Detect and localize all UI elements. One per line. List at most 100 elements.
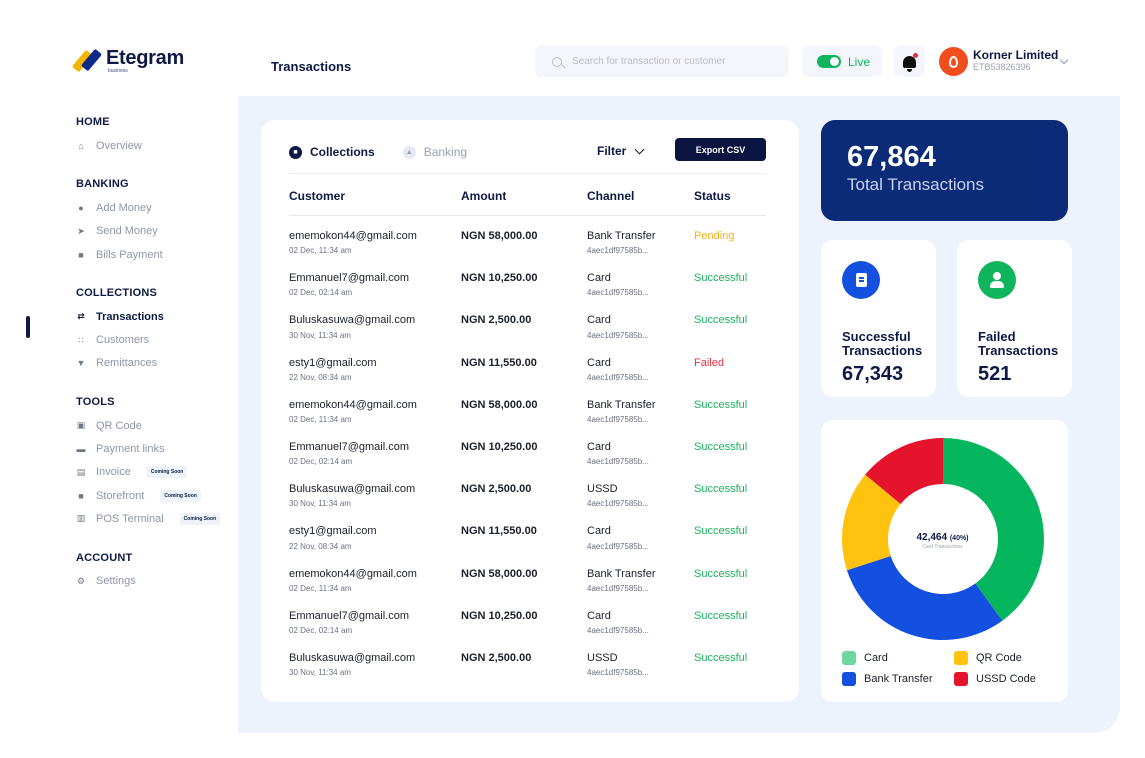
channel-cell: Card 4aec1df97585b... — [587, 314, 649, 339]
legend-label: USSD Code — [976, 673, 1036, 685]
channel-name: Card — [587, 440, 611, 453]
legend-swatch — [954, 651, 968, 665]
legend-item-bank-transfer[interactable]: Bank Transfer — [842, 672, 932, 686]
search-input[interactable]: Search for transaction or customer — [535, 46, 789, 77]
status-badge: Successful — [694, 314, 748, 327]
customer-cell: esty1@gmail.com 22 Nov, 08:34 am — [289, 525, 377, 550]
live-mode-toggle[interactable]: Live — [802, 46, 882, 77]
failed-transactions-label: Failed Transactions — [978, 329, 1059, 359]
transaction-reference: 4aec1df97585b... — [587, 288, 649, 298]
transaction-tabs: ■ Collections ▲ Banking — [289, 145, 467, 159]
table-row[interactable]: Buluskasuwa@gmail.com 30 Nov, 11:34 am NGN… — [289, 652, 766, 694]
customer-cell: esty1@gmail.com 22 Nov, 08:34 am — [289, 357, 377, 382]
sidebar-item-qr-code[interactable]: ▣ QR Code — [76, 414, 226, 437]
table-row[interactable]: Emmanuel7@gmail.com 02 Dec, 02:14 am NGN 1… — [289, 441, 766, 483]
transaction-amount: NGN 11,550.00 — [461, 525, 537, 538]
filter-dropdown[interactable]: Filter — [597, 144, 645, 158]
transaction-date: 02 Dec, 02:14 am — [289, 457, 353, 467]
sidebar-item-label: Add Money — [96, 201, 152, 214]
account-name: Korner Limited — [973, 48, 1059, 62]
donut-slice-card[interactable] — [943, 438, 1044, 621]
customer-cell: Emmanuel7@gmail.com 02 Dec, 02:14 am — [289, 441, 409, 466]
sidebar-item-settings[interactable]: ⚙ Settings — [76, 570, 226, 593]
brand-subtitle: business — [108, 68, 128, 74]
legend-item-qr-code[interactable]: QR Code — [954, 651, 1022, 665]
donut-center-label: Card Transactions — [922, 544, 963, 550]
legend-swatch — [842, 672, 856, 686]
column-header-customer: Customer — [289, 189, 346, 203]
table-row[interactable]: ememokon44@gmail.com 02 Dec, 11:34 am NGN … — [289, 568, 766, 610]
donut-slice-qr-code[interactable] — [842, 474, 901, 571]
export-csv-button[interactable]: Export CSV — [675, 138, 766, 161]
nav-section-heading: TOOLS — [76, 396, 115, 409]
transaction-date: 22 Nov, 08:34 am — [289, 541, 352, 551]
sidebar-item-customers[interactable]: ∷ Customers — [76, 328, 226, 351]
status-badge: Pending — [694, 230, 735, 242]
home-icon: ⌂ — [78, 140, 84, 151]
sidebar-item-add-money[interactable]: ● Add Money — [76, 196, 226, 219]
sidebar-item-overview[interactable]: ⌂ Overview — [76, 134, 226, 157]
remittance-icon: ▼ — [76, 358, 86, 369]
sidebar-item-storefront[interactable]: ■ Storefront Coming Soon — [76, 484, 226, 507]
plus-circle-icon: ● — [78, 202, 84, 213]
customer-cell: Buluskasuwa@gmail.com 30 Nov, 11:34 am — [289, 483, 415, 508]
table-row[interactable]: ememokon44@gmail.com 02 Dec, 11:34 am NGN … — [289, 399, 766, 441]
tab-banking[interactable]: ▲ Banking — [402, 145, 467, 159]
page-title: Transactions — [271, 59, 352, 74]
sidebar-item-remittances[interactable]: ▼ Remittances — [76, 352, 226, 375]
tab-collections[interactable]: ■ Collections — [289, 145, 375, 159]
legend-label: Card — [864, 652, 888, 664]
divider — [289, 215, 766, 216]
legend-item-ussd-code[interactable]: USSD Code — [954, 672, 1036, 686]
transaction-date: 02 Dec, 02:14 am — [289, 288, 353, 298]
column-header-status: Status — [694, 189, 731, 203]
successful-transactions-label: Successful Transactions — [842, 329, 923, 359]
channel-name: Card — [587, 356, 611, 369]
donut-slice-bank-transfer[interactable] — [846, 555, 1003, 640]
sidebar-item-invoice[interactable]: ▤ Invoice Coming Soon — [76, 461, 226, 484]
status-badge: Failed — [694, 356, 724, 369]
transaction-reference: 4aec1df97585b... — [587, 625, 649, 635]
transactions-table-body: ememokon44@gmail.com 02 Dec, 11:34 am NGN … — [289, 230, 766, 694]
channel-cell: Card 4aec1df97585b... — [587, 441, 649, 466]
sidebar-item-transactions[interactable]: ⇄ Transactions — [76, 305, 226, 328]
customer-email: Buluskasuwa@gmail.com — [289, 651, 416, 664]
table-row[interactable]: Emmanuel7@gmail.com 02 Dec, 02:14 am NGN 1… — [289, 610, 766, 652]
gear-icon: ⚙ — [76, 575, 86, 586]
notifications-button[interactable] — [894, 46, 925, 77]
account-switcher[interactable]: Korner Limited ETB53826396 — [973, 48, 1059, 73]
chevron-down-icon[interactable] — [1059, 55, 1069, 65]
table-row[interactable]: Emmanuel7@gmail.com 02 Dec, 02:14 am NGN 1… — [289, 272, 766, 314]
table-row[interactable]: Buluskasuwa@gmail.com 30 Nov, 11:34 am NGN… — [289, 483, 766, 525]
table-header: Customer Amount Channel Status — [289, 189, 766, 203]
channel-name: Bank Transfer — [587, 230, 656, 242]
channel-name: USSD — [587, 651, 618, 664]
sidebar-item-send-money[interactable]: ➤ Send Money — [76, 220, 226, 243]
legend-item-card[interactable]: Card — [842, 651, 888, 665]
table-row[interactable]: esty1@gmail.com 22 Nov, 08:34 am NGN 11,55… — [289, 525, 766, 567]
table-row[interactable]: ememokon44@gmail.com 02 Dec, 11:34 am NGN … — [289, 230, 766, 272]
transaction-date: 02 Dec, 02:14 am — [289, 625, 353, 635]
total-transactions-card: 67,864 Total Transactions — [821, 120, 1068, 221]
sidebar-item-payment-links[interactable]: ▬ Payment links — [76, 437, 226, 460]
sidebar-item-label: Storefront — [96, 489, 145, 502]
nav-section-heading: BANKING — [76, 178, 129, 191]
toggle-switch-icon — [817, 55, 841, 68]
brand-name: Etegram — [106, 47, 184, 69]
channel-name: Card — [587, 272, 611, 285]
account-id: ETB53826396 — [973, 62, 1031, 73]
brand-logo[interactable]: Etegram business — [71, 47, 184, 74]
bell-icon — [903, 55, 916, 72]
table-row[interactable]: esty1@gmail.com 22 Nov, 08:34 am NGN 11,55… — [289, 357, 766, 399]
avatar[interactable] — [939, 47, 968, 76]
customer-cell: ememokon44@gmail.com 02 Dec, 11:34 am — [289, 230, 417, 255]
donut-center-value: 42,464 — [916, 532, 948, 543]
table-row[interactable]: Buluskasuwa@gmail.com 30 Nov, 11:34 am NGN… — [289, 314, 766, 356]
channel-name: Card — [587, 525, 611, 538]
successful-transactions-card: Successful Transactions 67,343 — [821, 240, 936, 397]
transaction-reference: 4aec1df97585b... — [587, 541, 649, 551]
donut-slice-ussd-code[interactable] — [865, 438, 943, 504]
sidebar-item-bills-payment[interactable]: ■ Bills Payment — [76, 243, 226, 266]
sidebar-item-pos-terminal[interactable]: ▥ POS Terminal Coming Soon — [76, 507, 226, 530]
